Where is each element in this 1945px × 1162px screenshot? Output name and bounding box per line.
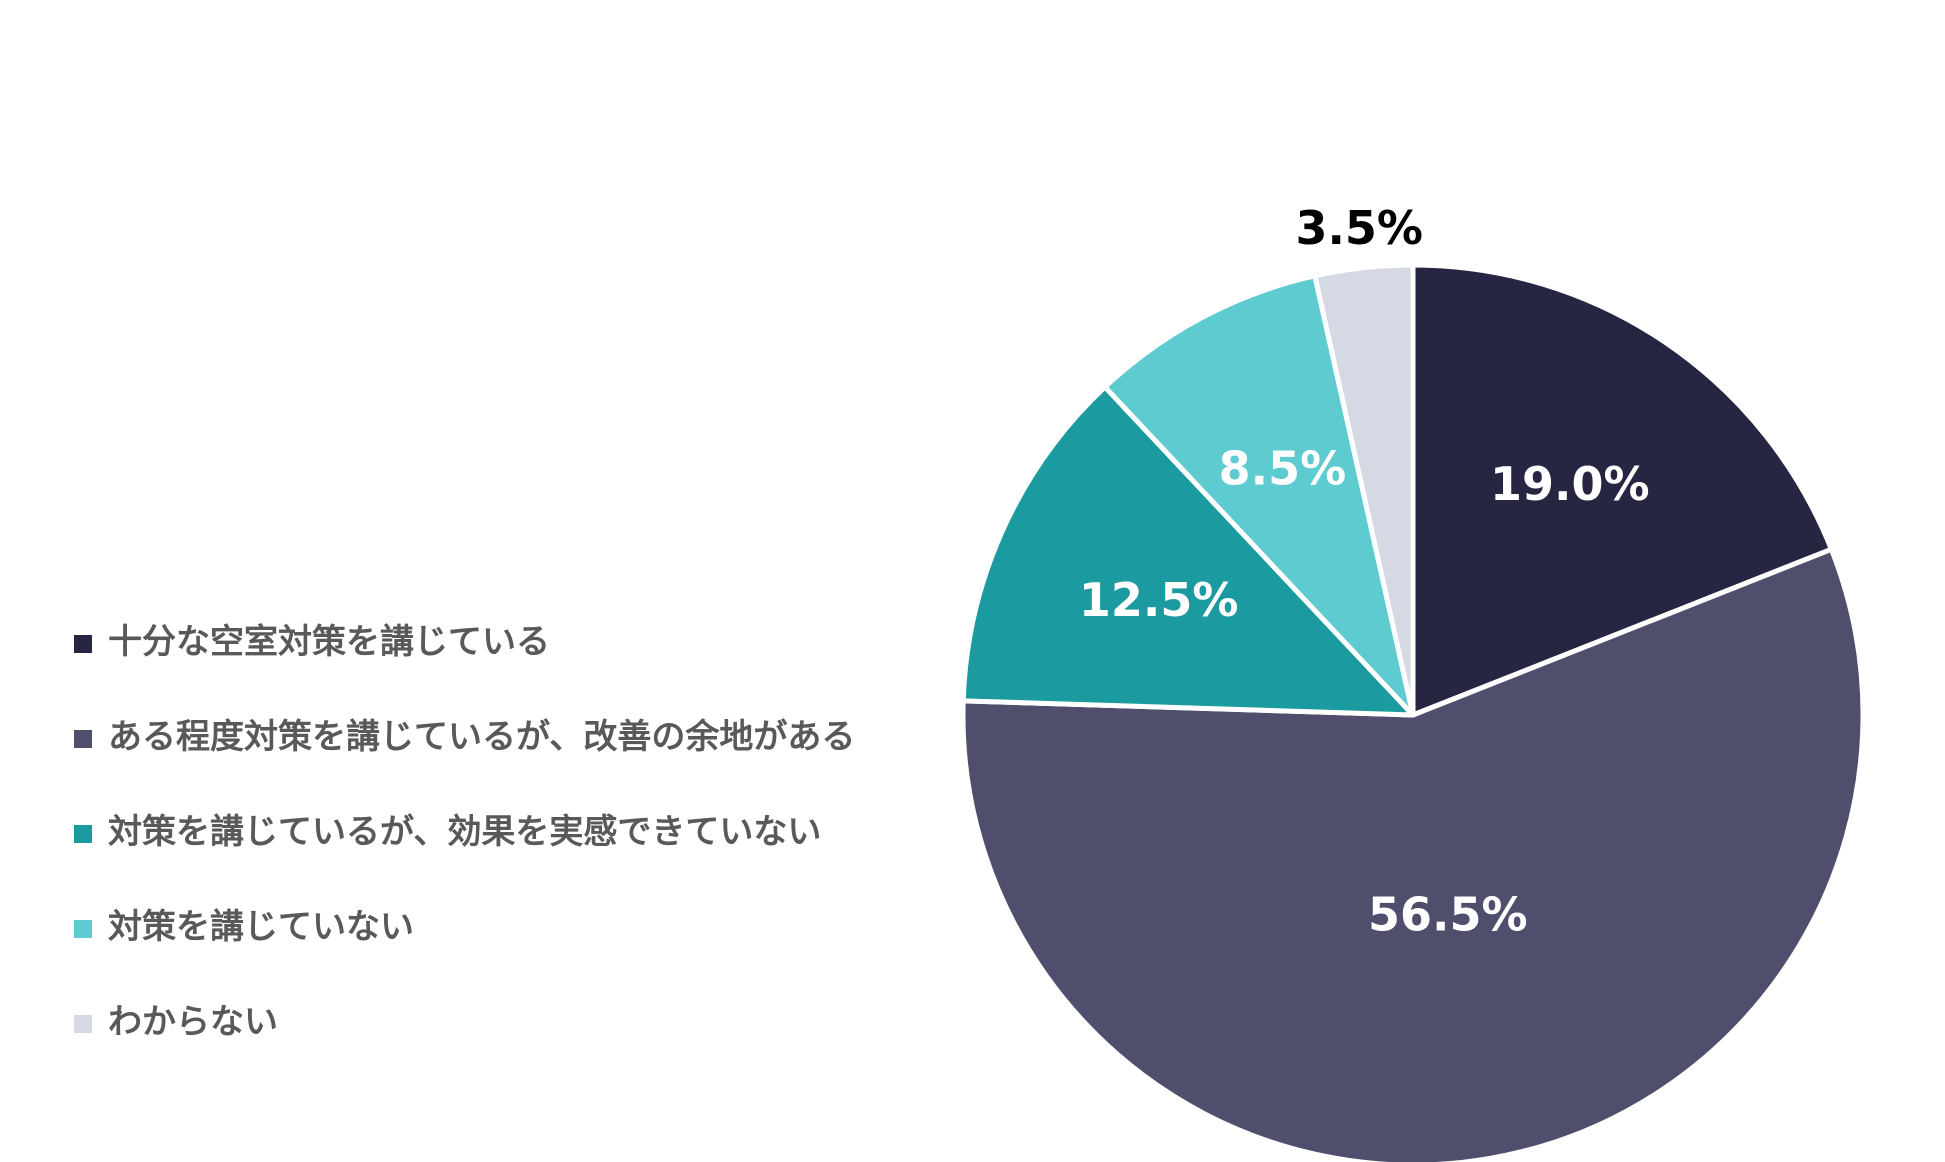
legend-swatch (74, 635, 92, 653)
pie-data-label: 3.5% (1295, 201, 1423, 255)
pie-data-label: 12.5% (1079, 573, 1239, 627)
pie-data-label: 8.5% (1219, 441, 1347, 495)
legend-swatch (74, 730, 92, 748)
pie-slice (1312, 262, 1416, 718)
legend-swatch (74, 1015, 92, 1033)
legend-swatch (74, 825, 92, 843)
legend-item: ある程度対策を講じているが、改善の余地がある (74, 707, 974, 802)
legend: 十分な空室対策を講じている ある程度対策を講じているが、改善の余地がある 対策を… (74, 612, 974, 1087)
pie-slices (960, 262, 1866, 1162)
pie-data-label: 56.5% (1368, 887, 1528, 941)
legend-item: 十分な空室対策を講じている (74, 612, 974, 707)
legend-swatch (74, 920, 92, 938)
legend-label: ある程度対策を講じているが、改善の余地がある (108, 717, 856, 757)
legend-label: わからない (108, 1002, 278, 1042)
pie-slice (960, 546, 1866, 1162)
legend-item: 対策を講じていない (74, 897, 974, 992)
legend-label: 対策を講じていない (108, 907, 414, 947)
pie-data-label: 19.0% (1490, 457, 1650, 511)
pie-slice (960, 384, 1416, 718)
legend-label: 対策を講じているが、効果を実感できていない (108, 812, 822, 852)
pie-slice (1102, 273, 1416, 718)
legend-item: 対策を講じているが、効果を実感できていない (74, 802, 974, 897)
legend-item: わからない (74, 992, 974, 1087)
pie-data-labels: 19.0% 56.5% 12.5% 8.5% 3.5% (1079, 201, 1650, 942)
legend-label: 十分な空室対策を講じている (108, 622, 550, 662)
pie-slice (1410, 262, 1834, 718)
